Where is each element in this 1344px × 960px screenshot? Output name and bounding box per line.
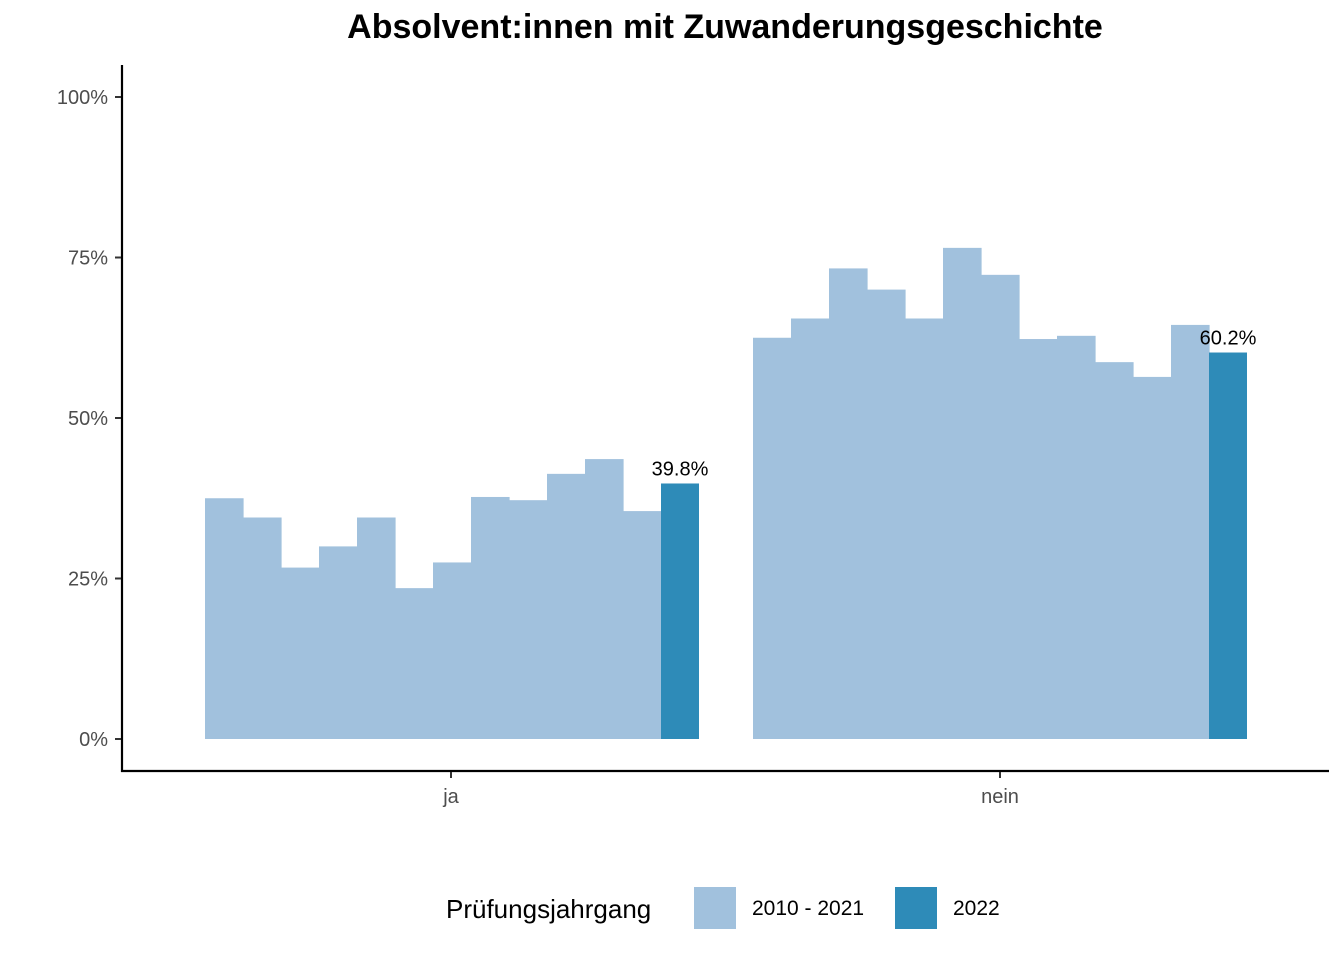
- x-tick-label-nein: nein: [981, 786, 1019, 808]
- y-tick-label-0: 0%: [79, 729, 108, 751]
- y-axis: 0% 25% 50% 75% 100%: [57, 87, 121, 751]
- bar-ja-2010-2021-7: [433, 562, 472, 739]
- legend-key-2010-2021: [694, 887, 736, 929]
- y-tick-label-1: 25%: [68, 569, 108, 591]
- bar-nein-2022: [1209, 352, 1247, 739]
- bar-ja-2022: [661, 483, 699, 739]
- bar-ja-2010-2021-3: [281, 567, 320, 739]
- bar-nein-2010-2021-11: [1133, 376, 1172, 739]
- bar-ja-2010-2021-2: [243, 517, 282, 739]
- bar-nein-2010-2021-7: [981, 274, 1020, 739]
- bars-layer: [205, 247, 1247, 739]
- bar-ja-2010-2021-11: [585, 459, 624, 739]
- bar-nein-2010-2021-10: [1095, 362, 1134, 739]
- bar-ja-2010-2021-10: [547, 473, 586, 739]
- legend-key-2022: [895, 887, 937, 929]
- bar-nein-2010-2021-12: [1171, 324, 1210, 739]
- bar-ja-2010-2021-8: [471, 496, 510, 739]
- bar-ja-2010-2021-12: [623, 511, 662, 739]
- y-tick-label-3: 75%: [68, 248, 108, 270]
- bar-nein-2010-2021-6: [943, 247, 982, 739]
- bar-nein-2010-2021-1: [753, 337, 792, 739]
- bar-nein-2010-2021-3: [829, 268, 868, 739]
- bar-nein-2010-2021-4: [867, 289, 906, 739]
- bar-nein-2010-2021-8: [1019, 339, 1058, 739]
- data-labels-layer: 39.8% 60.2%: [652, 328, 1257, 481]
- legend-label-2022: 2022: [953, 897, 1000, 920]
- bar-ja-2010-2021-1: [205, 498, 244, 739]
- x-tick-label-ja: ja: [442, 786, 459, 808]
- data-label-ja-2022: 39.8%: [652, 458, 709, 480]
- bar-ja-2010-2021-6: [395, 588, 434, 739]
- legend-title: Prüfungsjahrgang: [446, 894, 652, 924]
- bar-nein-2010-2021-9: [1057, 335, 1096, 739]
- bar-chart: 39.8% 60.2% 0% 25% 50% 75% 100% ja nein: [57, 65, 1329, 808]
- legend: Prüfungsjahrgang 2010 - 2021 2022: [0, 886, 1344, 930]
- bar-nein-2010-2021-2: [791, 318, 830, 739]
- legend-label-2010-2021: 2010 - 2021: [752, 897, 865, 920]
- bar-nein-2010-2021-5: [905, 318, 944, 739]
- bar-ja-2010-2021-9: [509, 500, 548, 739]
- bar-ja-2010-2021-5: [357, 517, 396, 739]
- bar-ja-2010-2021-4: [319, 546, 358, 739]
- data-label-nein-2022: 60.2%: [1200, 328, 1257, 350]
- y-tick-label-4: 100%: [57, 87, 108, 109]
- y-tick-label-2: 50%: [68, 408, 108, 430]
- chart-title: Absolvent:innen mit Zuwanderungsgeschich…: [347, 8, 1103, 46]
- x-axis: ja nein: [442, 772, 1019, 808]
